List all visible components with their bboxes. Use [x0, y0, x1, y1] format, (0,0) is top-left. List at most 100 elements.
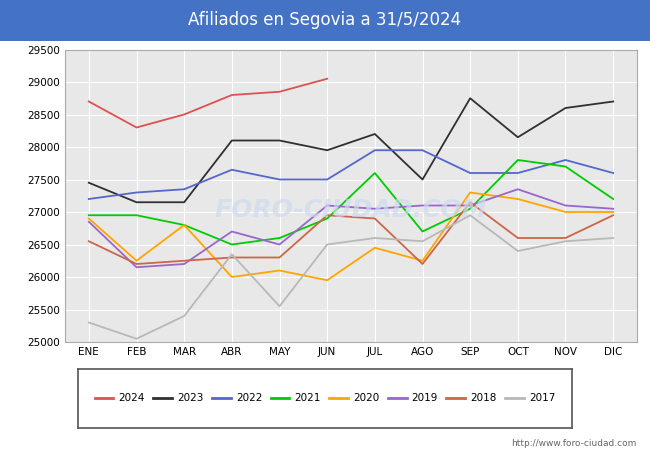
2020 [180, 222, 188, 228]
2023 [609, 99, 617, 104]
2020 [609, 209, 617, 215]
2018 [419, 261, 426, 267]
2021 [371, 170, 379, 176]
2019 [276, 242, 283, 247]
2022 [371, 148, 379, 153]
2019 [609, 206, 617, 211]
Text: FORO-CIUDAD.COM: FORO-CIUDAD.COM [214, 198, 488, 222]
2019 [466, 203, 474, 208]
Text: Afiliados en Segovia a 31/5/2024: Afiliados en Segovia a 31/5/2024 [188, 11, 462, 29]
2018 [609, 212, 617, 218]
Line: 2021: 2021 [89, 160, 613, 244]
2024 [180, 112, 188, 117]
2023 [562, 105, 569, 111]
2022 [609, 170, 617, 176]
2023 [85, 180, 93, 185]
2020 [228, 274, 236, 280]
2018 [371, 216, 379, 221]
2023 [276, 138, 283, 143]
2017 [609, 235, 617, 241]
2022 [228, 167, 236, 172]
2021 [323, 216, 331, 221]
Line: 2020: 2020 [89, 193, 613, 280]
2017 [276, 304, 283, 309]
2023 [371, 131, 379, 137]
2022 [180, 187, 188, 192]
2021 [276, 235, 283, 241]
2019 [85, 219, 93, 225]
2020 [276, 268, 283, 273]
2019 [371, 206, 379, 211]
2017 [419, 238, 426, 244]
Legend: 2024, 2023, 2022, 2021, 2020, 2019, 2018, 2017: 2024, 2023, 2022, 2021, 2020, 2019, 2018… [89, 388, 561, 409]
2019 [562, 203, 569, 208]
2020 [562, 209, 569, 215]
2017 [323, 242, 331, 247]
2021 [133, 212, 140, 218]
2017 [180, 313, 188, 319]
2021 [466, 206, 474, 211]
Text: http://www.foro-ciudad.com: http://www.foro-ciudad.com [512, 439, 637, 448]
2019 [514, 187, 522, 192]
2020 [514, 196, 522, 202]
2018 [85, 238, 93, 244]
2018 [466, 199, 474, 205]
2017 [133, 336, 140, 342]
Line: 2023: 2023 [89, 98, 613, 202]
2023 [323, 148, 331, 153]
2018 [180, 258, 188, 263]
2024 [85, 99, 93, 104]
2020 [371, 245, 379, 251]
2022 [133, 190, 140, 195]
2024 [228, 92, 236, 98]
2023 [228, 138, 236, 143]
2017 [228, 252, 236, 257]
2023 [514, 135, 522, 140]
2017 [562, 238, 569, 244]
2022 [514, 170, 522, 176]
2018 [133, 261, 140, 267]
2019 [323, 203, 331, 208]
2019 [180, 261, 188, 267]
2020 [323, 278, 331, 283]
2017 [371, 235, 379, 241]
2022 [466, 170, 474, 176]
2021 [180, 222, 188, 228]
2021 [609, 196, 617, 202]
2019 [133, 265, 140, 270]
2024 [276, 89, 283, 94]
2018 [514, 235, 522, 241]
2020 [466, 190, 474, 195]
2020 [133, 258, 140, 263]
2017 [85, 320, 93, 325]
2021 [562, 164, 569, 169]
2017 [514, 248, 522, 254]
Line: 2018: 2018 [89, 202, 613, 264]
2020 [419, 258, 426, 263]
2021 [514, 158, 522, 163]
2022 [85, 196, 93, 202]
2019 [419, 203, 426, 208]
2017 [466, 212, 474, 218]
2018 [276, 255, 283, 260]
Line: 2019: 2019 [89, 189, 613, 267]
2023 [466, 95, 474, 101]
2021 [228, 242, 236, 247]
2020 [85, 216, 93, 221]
2024 [323, 76, 331, 81]
2018 [562, 235, 569, 241]
2023 [180, 199, 188, 205]
2024 [133, 125, 140, 130]
2019 [228, 229, 236, 234]
2023 [419, 177, 426, 182]
2022 [323, 177, 331, 182]
2021 [419, 229, 426, 234]
2021 [85, 212, 93, 218]
2018 [323, 212, 331, 218]
2018 [228, 255, 236, 260]
Line: 2024: 2024 [89, 79, 327, 127]
2022 [419, 148, 426, 153]
2022 [276, 177, 283, 182]
2023 [133, 199, 140, 205]
Line: 2022: 2022 [89, 150, 613, 199]
